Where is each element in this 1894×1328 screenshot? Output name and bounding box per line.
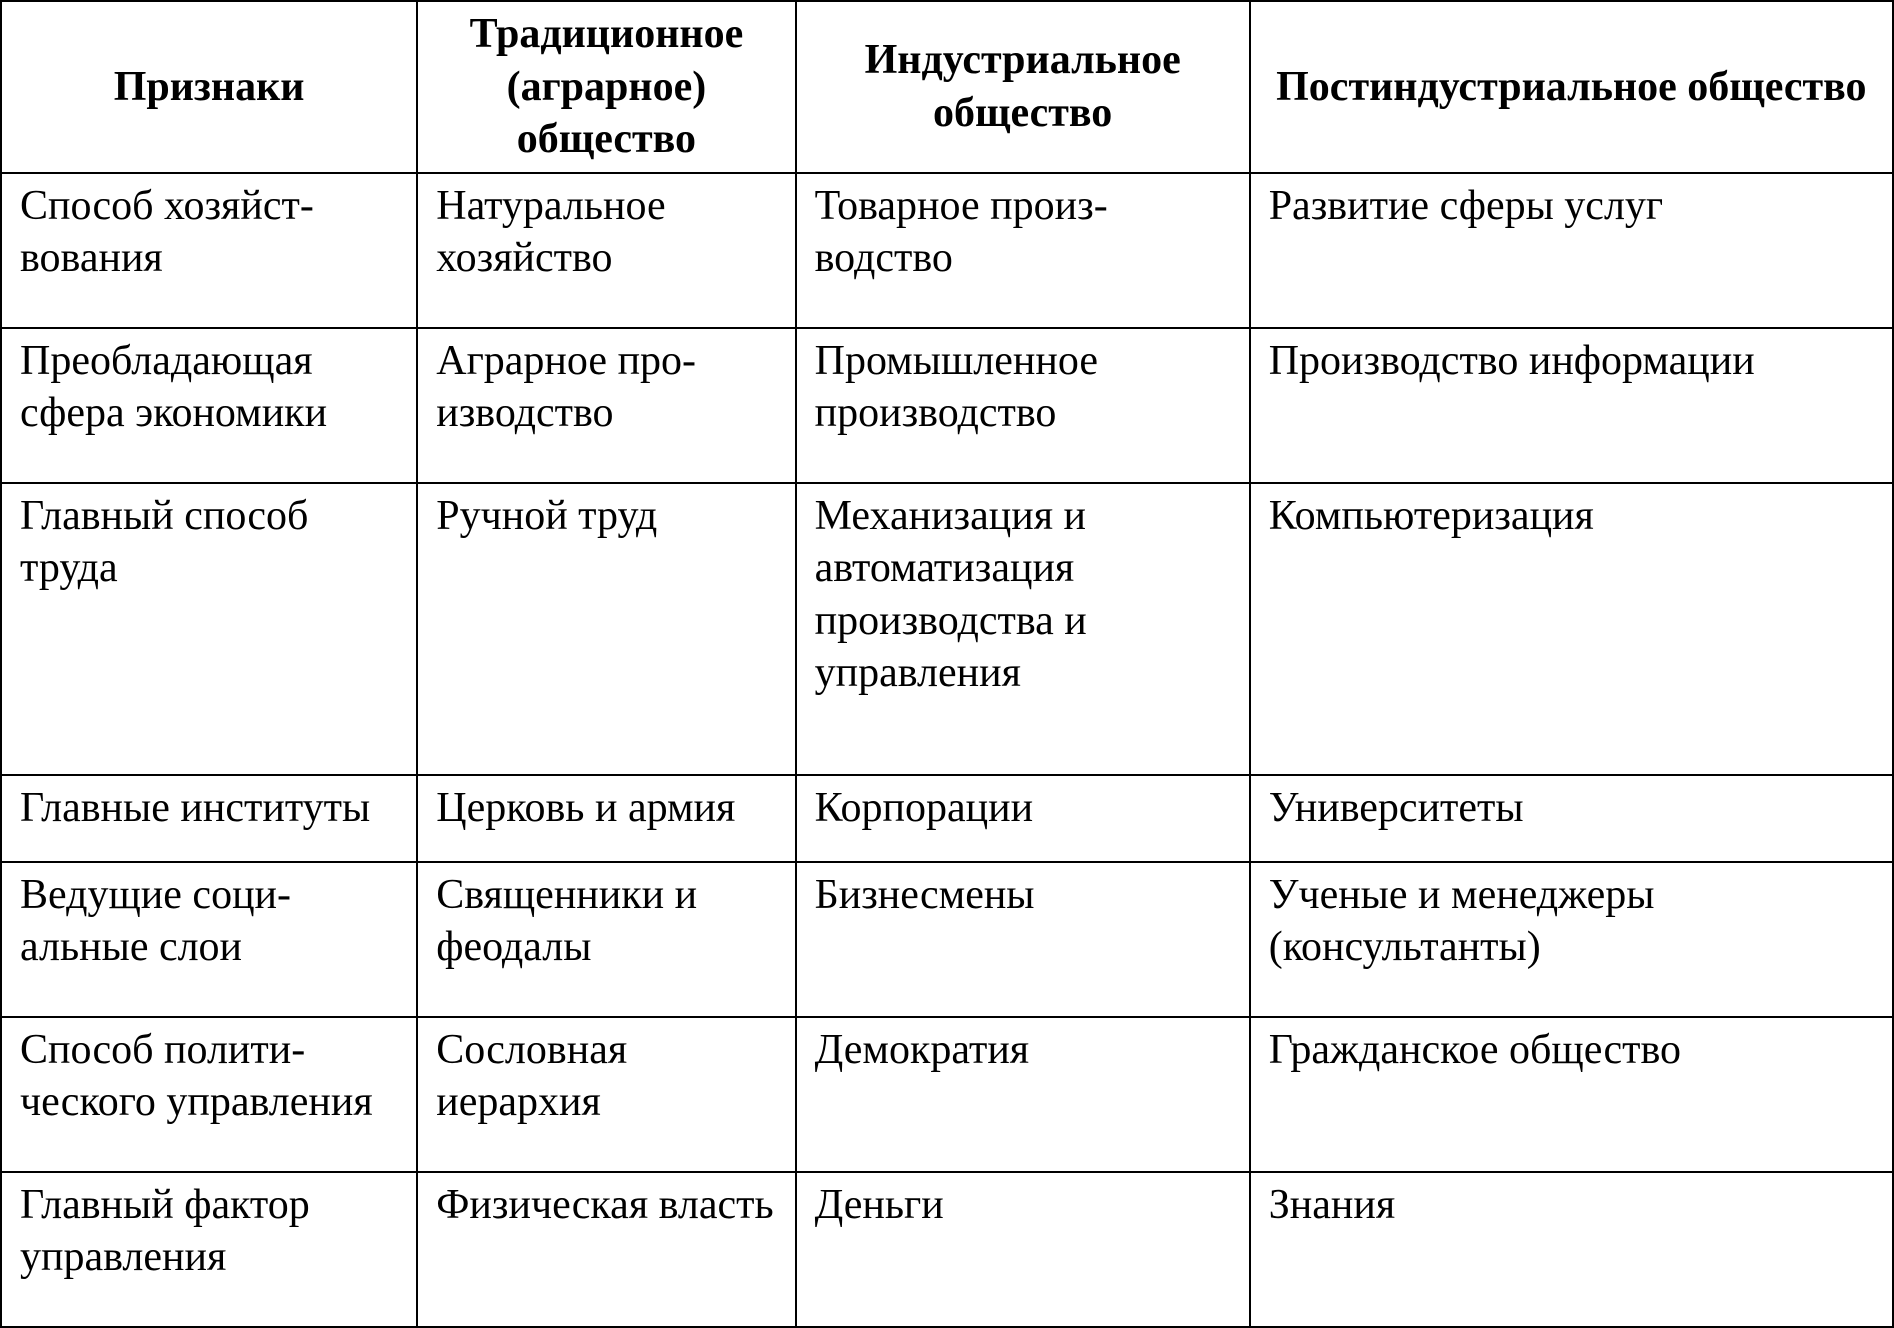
cell-trait: Ведущие соци­альные слои <box>1 862 417 1017</box>
table-header-row: Признаки Традиционное (аграрное) обществ… <box>1 1 1893 173</box>
cell-traditional: Натуральное хозяйство <box>417 173 795 328</box>
cell-postindustrial: Знания <box>1250 1172 1893 1327</box>
col-header-postindustrial: Постиндустриальное общество <box>1250 1 1893 173</box>
cell-traditional: Сословная иерархия <box>417 1017 795 1172</box>
cell-industrial: Промышленное производство <box>796 328 1250 483</box>
cell-industrial: Товарное произ­водство <box>796 173 1250 328</box>
cell-trait: Главный фактор управления <box>1 1172 417 1327</box>
table-row: Главные инсти­туты Церковь и армия Корпо… <box>1 775 1893 862</box>
society-types-table: Признаки Традиционное (аграрное) обществ… <box>0 0 1894 1328</box>
cell-trait: Главный способ труда <box>1 483 417 775</box>
table-row: Главный способ труда Ручной труд Механиз… <box>1 483 1893 775</box>
cell-postindustrial: Производство ин­формации <box>1250 328 1893 483</box>
cell-industrial: Корпорации <box>796 775 1250 862</box>
table-row: Преобладающая сфера экономи­ки Аграрное … <box>1 328 1893 483</box>
cell-traditional: Физическая власть <box>417 1172 795 1327</box>
col-header-industrial: Индустриальное общество <box>796 1 1250 173</box>
table-row: Главный фактор управления Физическая вла… <box>1 1172 1893 1327</box>
col-header-traditional: Традиционное (аграрное) общество <box>417 1 795 173</box>
cell-postindustrial: Университеты <box>1250 775 1893 862</box>
cell-postindustrial: Компьютеризация <box>1250 483 1893 775</box>
col-header-traits: Признаки <box>1 1 417 173</box>
cell-trait: Способ полити­ческого управ­ления <box>1 1017 417 1172</box>
cell-industrial: Демократия <box>796 1017 1250 1172</box>
cell-postindustrial: Ученые и менеджеры (консультанты) <box>1250 862 1893 1017</box>
cell-postindustrial: Гражданское общест­во <box>1250 1017 1893 1172</box>
cell-traditional: Аграрное про­изводство <box>417 328 795 483</box>
cell-postindustrial: Развитие сферы услуг <box>1250 173 1893 328</box>
cell-industrial: Бизнесмены <box>796 862 1250 1017</box>
table-row: Способ полити­ческого управ­ления Сослов… <box>1 1017 1893 1172</box>
table-row: Ведущие соци­альные слои Священники и фе… <box>1 862 1893 1017</box>
cell-trait: Главные инсти­туты <box>1 775 417 862</box>
cell-traditional: Церковь и армия <box>417 775 795 862</box>
cell-industrial: Деньги <box>796 1172 1250 1327</box>
cell-traditional: Ручной труд <box>417 483 795 775</box>
cell-industrial: Механизация и автоматизация производства… <box>796 483 1250 775</box>
cell-trait: Преобладающая сфера экономи­ки <box>1 328 417 483</box>
cell-traditional: Священники и феодалы <box>417 862 795 1017</box>
cell-trait: Способ хозяйст­вования <box>1 173 417 328</box>
table-row: Способ хозяйст­вования Натуральное хозяй… <box>1 173 1893 328</box>
